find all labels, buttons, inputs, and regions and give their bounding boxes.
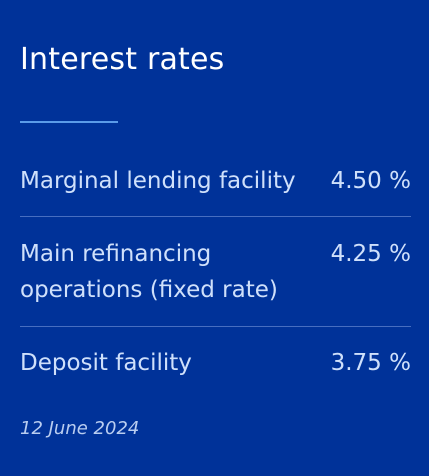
rate-value: 4.25 % (330, 241, 411, 267)
rate-row-marginal-lending: Marginal lending facility 4.50 % (20, 150, 411, 216)
rates-date: 12 June 2024 (20, 418, 140, 439)
rate-value: 4.50 % (330, 168, 411, 194)
rate-label: Main refinancing operations (fixed rate) (20, 241, 278, 303)
divider (20, 326, 411, 327)
divider (20, 216, 411, 217)
rate-value: 3.75 % (330, 350, 411, 376)
panel-title: Interest rates (20, 42, 225, 77)
title-underline (20, 121, 118, 123)
rate-label: Marginal lending facility (20, 168, 296, 194)
rate-row-deposit-facility: Deposit facility 3.75 % (20, 327, 411, 393)
rates-list: Marginal lending facility 4.50 % Main re… (20, 150, 411, 393)
rate-label: Deposit facility (20, 350, 192, 376)
rate-row-main-refinancing: Main refinancing operations (fixed rate)… (20, 217, 411, 326)
